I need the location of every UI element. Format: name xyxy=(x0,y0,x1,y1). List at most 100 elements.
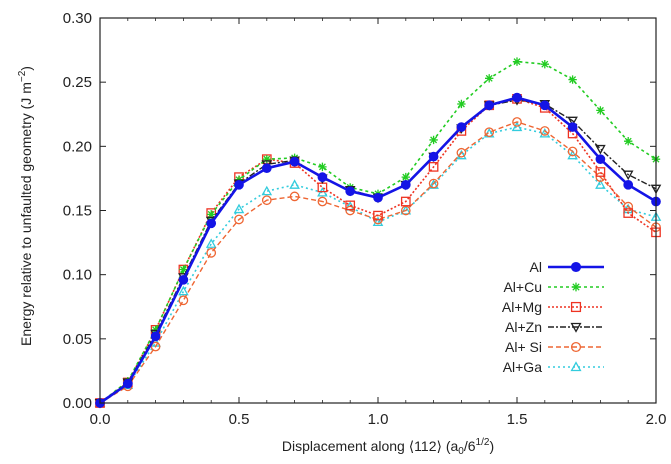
data-point-al-zn xyxy=(595,144,606,155)
series-al-mg xyxy=(95,94,661,408)
data-point-al-si xyxy=(456,147,467,158)
data-point-al xyxy=(400,179,411,190)
data-point-al xyxy=(289,156,300,167)
data-point-al-mg xyxy=(623,208,634,218)
series-al xyxy=(95,92,661,408)
data-point-al-zn xyxy=(567,116,578,127)
data-point-al-cu xyxy=(262,154,271,164)
data-point-al-ga xyxy=(372,216,384,227)
data-point-al-mg xyxy=(345,200,356,211)
data-point-al-cu xyxy=(485,74,494,83)
legend-label: Al xyxy=(530,259,542,275)
data-point-al-cu xyxy=(318,162,327,172)
series-line-al-si xyxy=(99,121,657,404)
legend-marker-al-mg xyxy=(570,301,582,313)
data-point-al-si xyxy=(345,205,356,216)
legend: Al Al+Cu Al+Mg Al+Zn Al+ Si Al+Ga xyxy=(502,259,604,375)
data-point-al-si xyxy=(178,295,189,306)
tick-layer: 0.00 0.05 0.10 0.15 0.20 0.25 0.30 0.0 0.5 1.0 1.5… xyxy=(63,10,667,428)
series-line-al-mg xyxy=(99,98,657,404)
data-point-al xyxy=(150,331,161,342)
series-line-al-cu xyxy=(99,60,657,404)
data-point-al-cu xyxy=(624,137,633,146)
series-layer xyxy=(94,57,662,409)
y-tick-label: 0.30 xyxy=(63,10,92,27)
data-point-al xyxy=(456,122,467,132)
data-point-al-cu xyxy=(512,57,522,66)
legend-label: Al+Zn xyxy=(505,319,542,335)
data-point-al-ga xyxy=(289,179,300,189)
x-tick-label: 0.0 xyxy=(90,411,111,428)
data-point-al-zn xyxy=(622,170,634,181)
data-point-al-cu xyxy=(568,75,577,84)
data-point-al-ga xyxy=(511,121,523,132)
legend-item-al-mg: Al+Mg xyxy=(502,299,604,315)
data-point-al-si xyxy=(512,117,522,127)
series-al-zn xyxy=(94,96,662,409)
legend-marker-al-cu xyxy=(571,282,581,292)
data-point-al-si xyxy=(317,196,328,207)
legend-label: Al+Ga xyxy=(503,359,543,375)
series-line-al-zn xyxy=(99,99,657,404)
y-tick-label: 0.20 xyxy=(63,138,92,155)
legend-marker-al-zn xyxy=(570,322,582,333)
data-point-al-si xyxy=(484,127,495,138)
data-point-al xyxy=(178,274,189,285)
data-point-al-ga xyxy=(178,285,189,296)
legend-marker-al xyxy=(570,261,582,273)
x-tick-label: 1.5 xyxy=(507,411,528,428)
data-point-al-cu xyxy=(429,135,438,145)
data-point-al-cu xyxy=(457,99,466,109)
data-point-al xyxy=(484,100,495,111)
y-axis-title: Energy relative to unfaulted geometry (J… xyxy=(17,66,34,346)
data-point-al-mg xyxy=(400,196,411,207)
data-point-al xyxy=(512,92,522,103)
series-line-al xyxy=(99,96,657,405)
data-point-al-cu xyxy=(207,210,216,219)
data-point-al xyxy=(539,100,550,111)
data-point-al-cu xyxy=(401,172,410,182)
y-tick-label: 0.10 xyxy=(63,267,92,284)
legend-label: Al+Mg xyxy=(502,299,542,315)
legend-label: Al+ Si xyxy=(505,339,542,355)
data-point-al-ga xyxy=(205,238,217,248)
data-point-al-si xyxy=(567,146,578,157)
x-tick-label: 1.0 xyxy=(368,411,389,428)
x-axis-title: Displacement along ⟨112⟩ (a0/61/2) xyxy=(282,437,494,457)
series-al-cu xyxy=(95,57,661,408)
data-point-al-cu xyxy=(596,106,605,115)
data-point-al xyxy=(206,218,217,229)
data-point-al-si xyxy=(206,248,217,258)
data-point-al-si xyxy=(234,214,244,225)
data-point-al-mg xyxy=(373,210,383,221)
data-point-al xyxy=(261,163,272,173)
data-point-al xyxy=(373,192,383,203)
data-point-al-si xyxy=(428,178,439,189)
legend-label: Al+Cu xyxy=(503,279,542,295)
data-point-al-cu xyxy=(540,60,549,69)
data-point-al xyxy=(567,122,578,132)
data-point-al-mg xyxy=(595,167,606,177)
y-tick-label: 0.00 xyxy=(63,395,92,412)
data-point-al-ga xyxy=(595,179,606,189)
data-point-al xyxy=(317,172,328,182)
x-tick-label: 2.0 xyxy=(646,411,667,428)
legend-item-al: Al xyxy=(530,259,604,275)
data-point-al xyxy=(234,179,244,190)
data-point-al xyxy=(595,154,606,165)
data-point-al xyxy=(122,378,133,389)
data-point-al-si xyxy=(539,126,550,136)
legend-item-al-cu: Al+Cu xyxy=(503,279,604,295)
legend-marker-al-si xyxy=(570,341,582,353)
y-tick-label: 0.25 xyxy=(63,74,92,91)
y-tick-label: 0.05 xyxy=(63,331,92,348)
y-tick-label: 0.15 xyxy=(63,203,92,220)
data-point-al-ga xyxy=(400,204,412,215)
legend-marker-al-ga xyxy=(570,361,582,372)
data-point-al-cu xyxy=(179,265,188,274)
data-point-al-ga xyxy=(261,185,273,196)
data-point-al xyxy=(623,179,634,190)
data-point-al xyxy=(345,186,356,197)
legend-item-al-ga: Al+Ga xyxy=(503,359,604,375)
